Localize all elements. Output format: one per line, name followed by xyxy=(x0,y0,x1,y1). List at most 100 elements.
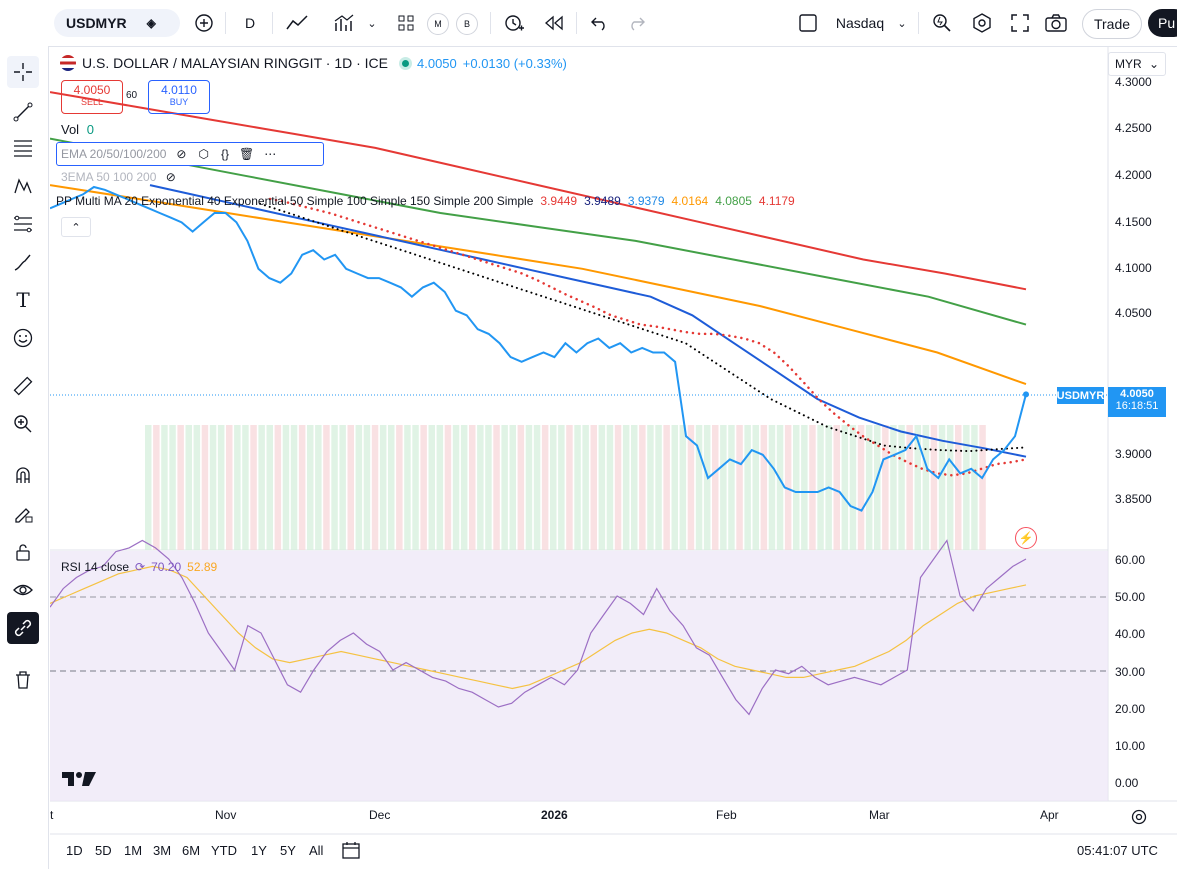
volume-bar xyxy=(914,425,921,550)
sma200-line xyxy=(50,91,1027,291)
alert-flash-icon[interactable]: ⚡ xyxy=(1015,527,1037,549)
zoom-in-icon[interactable] xyxy=(7,408,39,440)
range-button[interactable]: 5Y xyxy=(280,843,296,858)
exchange-select[interactable]: Nasdaq xyxy=(835,15,885,31)
currency-select[interactable]: MYR ⌄ xyxy=(1108,52,1166,76)
volume-bar xyxy=(752,425,759,550)
pattern-icon[interactable] xyxy=(7,170,39,202)
symbol-search[interactable]: USDMYR ◈ xyxy=(54,9,180,37)
pp-value: 4.0164 xyxy=(671,194,709,208)
volume-bar xyxy=(315,425,322,550)
lock-icon[interactable] xyxy=(7,536,39,568)
symbol-options-icon[interactable]: ◈ xyxy=(146,16,156,30)
layout-grid-icon[interactable] xyxy=(392,8,420,38)
rsi-value: 70.20 xyxy=(151,560,182,574)
range-button[interactable]: YTD xyxy=(211,843,237,858)
collapse-legend-icon[interactable]: ⌃ xyxy=(61,217,91,237)
price-chart[interactable] xyxy=(50,46,1177,869)
volume-bar xyxy=(817,425,824,550)
text-tool-icon[interactable]: T xyxy=(16,288,30,312)
symbol-title: U.S. DOLLAR / MALAYSIAN RINGGIT · 1D · I… xyxy=(82,55,388,71)
ema3-legend: 3EMA 50 100 200 ⊘ xyxy=(61,170,176,184)
fullscreen-icon[interactable] xyxy=(1006,8,1034,38)
volume-bar xyxy=(639,425,646,550)
buy-label: BUY xyxy=(169,97,189,107)
publish-button[interactable]: Pu xyxy=(1148,9,1177,37)
vol-label: Vol xyxy=(61,122,80,137)
volume-bar xyxy=(209,425,217,550)
volume-bar xyxy=(768,425,776,550)
indicators-icon[interactable] xyxy=(330,8,358,38)
range-button[interactable]: 1Y xyxy=(251,843,267,858)
volume-bar xyxy=(201,425,209,550)
rsi-refresh-icon[interactable]: ⟳ xyxy=(135,560,146,574)
m-badge[interactable]: M xyxy=(427,13,449,35)
last-price-dot xyxy=(1023,391,1029,398)
volume-bar xyxy=(533,425,541,550)
trash-icon[interactable] xyxy=(7,664,39,696)
alert-clock-icon[interactable] xyxy=(500,8,528,38)
compare-checkbox[interactable] xyxy=(796,8,820,38)
range-button[interactable]: 1D xyxy=(66,843,83,858)
lock-drawing-icon[interactable] xyxy=(7,498,39,530)
axis-settings-icon[interactable] xyxy=(1130,808,1148,829)
interval-button[interactable]: D xyxy=(244,15,256,31)
settings-icon[interactable] xyxy=(968,8,996,38)
price-tag-countdown: 16:18:51 xyxy=(1115,400,1159,412)
crosshair-icon[interactable] xyxy=(7,56,39,88)
range-button[interactable]: All xyxy=(309,843,324,858)
link-icon[interactable] xyxy=(7,612,39,644)
camera-icon[interactable] xyxy=(1042,8,1070,38)
source-code-icon[interactable]: {} xyxy=(220,147,229,161)
quick-search-icon[interactable] xyxy=(928,8,956,38)
indicators-dropdown-icon[interactable]: ⌄ xyxy=(367,17,377,30)
volume-bar xyxy=(444,425,452,550)
horizontal-lines-icon[interactable] xyxy=(7,132,39,164)
ruler-icon[interactable] xyxy=(7,370,39,402)
range-button[interactable]: 1M xyxy=(124,843,143,858)
hide-icon[interactable]: ⊘ xyxy=(176,147,187,161)
undo-icon[interactable] xyxy=(586,8,614,38)
range-button[interactable]: 5D xyxy=(95,843,112,858)
sell-button[interactable]: 4.0050 SELL xyxy=(61,80,123,114)
compare-add-icon[interactable] xyxy=(190,8,218,38)
volume-bar xyxy=(452,425,460,550)
fib-icon[interactable] xyxy=(7,208,39,240)
buy-button[interactable]: 4.0110 BUY xyxy=(148,80,210,114)
magnet-icon[interactable] xyxy=(7,460,39,492)
ema-legend-row[interactable]: EMA 20/50/100/200 ⊘ ⬡ {} 🗑 ⋯ xyxy=(56,142,324,166)
remove-indicator-icon[interactable]: 🗑 xyxy=(238,147,255,161)
rsi-axis-label: 20.00 xyxy=(1115,702,1146,716)
trend-line-icon[interactable] xyxy=(7,96,39,128)
b-badge[interactable]: B xyxy=(456,13,478,35)
redo-icon[interactable] xyxy=(622,8,650,38)
volume-bar xyxy=(622,425,630,550)
volume-bar xyxy=(574,425,581,550)
utc-clock[interactable]: 05:41:07 UTC xyxy=(1077,843,1158,858)
ema3-hidden-icon[interactable]: ⊘ xyxy=(165,170,176,184)
replay-icon[interactable] xyxy=(540,8,568,38)
date-range-icon[interactable] xyxy=(340,840,362,863)
eye-icon[interactable] xyxy=(7,574,39,606)
volume-bar xyxy=(193,425,201,550)
volume-bar xyxy=(857,425,865,550)
range-button[interactable]: 6M xyxy=(182,843,201,858)
trade-button[interactable]: Trade xyxy=(1082,9,1142,39)
chart-type-line-icon[interactable] xyxy=(282,8,312,38)
brush-icon[interactable] xyxy=(7,246,39,278)
ema-label: EMA 20/50/100/200 xyxy=(61,147,167,161)
more-options-icon[interactable]: ⋯ xyxy=(264,147,277,161)
price-axis-label: 4.3000 xyxy=(1115,75,1152,89)
ema-settings-icon[interactable]: ⬡ xyxy=(198,147,209,161)
volume-bar xyxy=(598,425,606,550)
volume-bar xyxy=(695,425,703,550)
volume-bar xyxy=(363,425,371,550)
range-button[interactable]: 3M xyxy=(153,843,172,858)
emoji-icon[interactable] xyxy=(7,322,39,354)
exchange-dropdown-icon[interactable]: ⌄ xyxy=(897,17,907,30)
rsi-axis-label: 50.00 xyxy=(1115,590,1146,604)
volume-bar xyxy=(234,425,241,550)
volume-bar xyxy=(687,425,695,550)
volume-bar xyxy=(663,425,670,550)
volume-bar xyxy=(509,425,516,550)
